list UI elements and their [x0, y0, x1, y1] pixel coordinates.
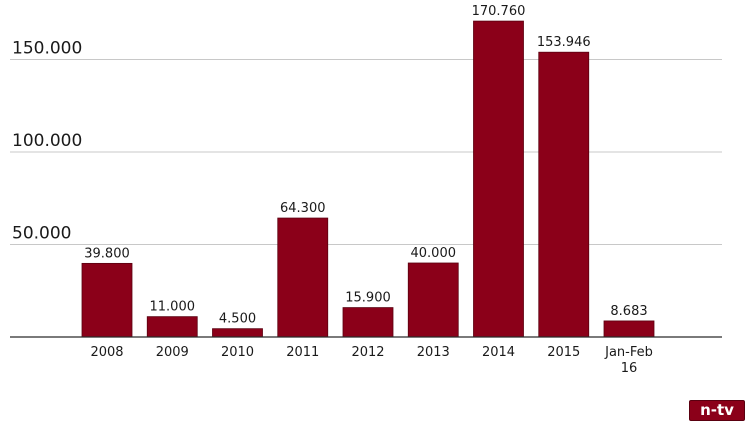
bar-2014 — [473, 20, 524, 338]
y-tick-label: 100.000 — [12, 131, 82, 151]
x-tick-label-2012: 2012 — [351, 345, 384, 360]
bar-2011 — [277, 217, 329, 338]
x-tick-label-jan-feb-16: Jan-Feb 16 — [604, 345, 653, 376]
data-label-2013: 40.000 — [411, 246, 457, 261]
x-tick-label-2011: 2011 — [286, 345, 319, 360]
bar-2009 — [146, 316, 198, 338]
x-tick-label-2009: 2009 — [156, 345, 189, 360]
data-label-jan-feb-16: 8.683 — [610, 304, 647, 319]
y-tick-label: 50.000 — [12, 224, 71, 244]
x-tick-label-2015: 2015 — [547, 345, 580, 360]
bar-jan-feb-16 — [603, 320, 655, 338]
x-tick-label-2010: 2010 — [221, 345, 254, 360]
bar-2012 — [342, 307, 394, 338]
x-tick-label-2014: 2014 — [482, 345, 515, 360]
bar-2015 — [538, 51, 590, 338]
data-label-2014: 170.760 — [472, 4, 526, 19]
y-tick-label: 150.000 — [12, 39, 82, 59]
bar-2008 — [81, 262, 133, 338]
bar-2013 — [407, 262, 459, 338]
n-tv-logo: n-tv — [689, 400, 745, 421]
data-label-2010: 4.500 — [219, 312, 256, 327]
x-tick-label-2008: 2008 — [90, 345, 123, 360]
data-label-2015: 153.946 — [537, 35, 591, 50]
logo-text: n-tv — [700, 401, 734, 419]
bar-2010 — [212, 328, 263, 338]
data-label-2009: 11.000 — [150, 300, 196, 315]
data-label-2011: 64.300 — [280, 201, 326, 216]
data-label-2012: 15.900 — [345, 291, 391, 306]
x-tick-label-2013: 2013 — [417, 345, 450, 360]
data-label-2008: 39.800 — [84, 246, 130, 261]
